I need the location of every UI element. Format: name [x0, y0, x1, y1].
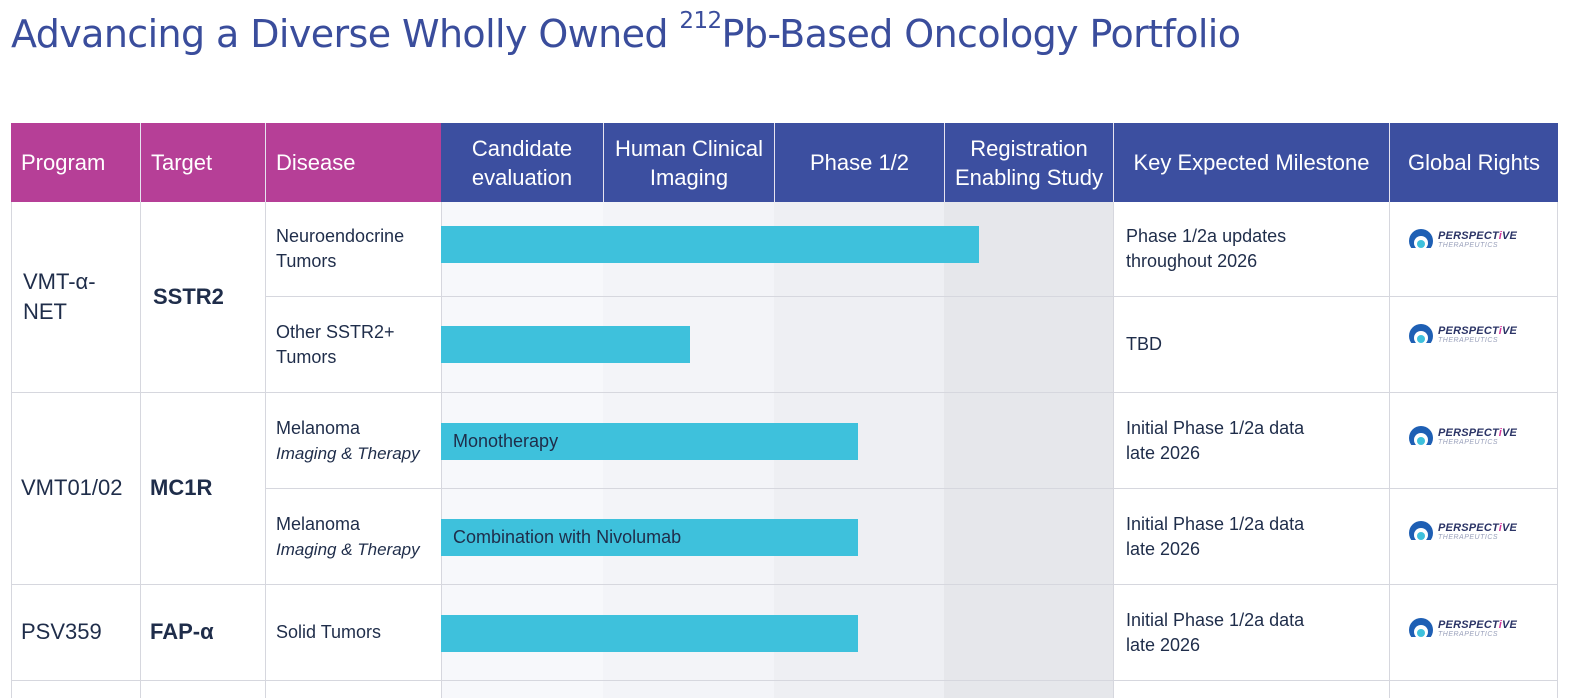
perspective-logo: PERSPECTiVE THERAPEUTICS: [1407, 520, 1517, 546]
milestone-cell: Phase 1/2a updates throughout 2026: [1126, 226, 1287, 271]
header-registration: Registration Enabling Study: [944, 123, 1113, 202]
program-vmt-alpha-net: VMT-α- NET: [23, 269, 96, 324]
grid-hline: [265, 296, 1558, 297]
target-fap-alpha: FAP-α: [150, 619, 214, 644]
target-mc1r: MC1R: [150, 475, 213, 500]
progress-bar: Monotherapy: [441, 423, 858, 460]
disease-cell: Melanoma Imaging & Therapy: [276, 513, 420, 559]
progress-bar: [441, 615, 858, 652]
target-sstr2: SSTR2: [153, 284, 224, 309]
grid-hline: [265, 488, 1558, 489]
grid-vline: [11, 202, 12, 698]
grid-vline: [265, 202, 266, 698]
grid-vline: [1113, 202, 1114, 698]
grid-vline: [1389, 202, 1390, 698]
perspective-mark-icon: [1407, 426, 1435, 451]
disease-cell: Solid Tumors: [276, 622, 382, 642]
perspective-mark-icon: [1407, 521, 1435, 546]
milestone-cell: Initial Phase 1/2a data late 2026: [1126, 417, 1305, 463]
header-imaging: Human Clinical Imaging: [603, 123, 774, 202]
header-target: Target: [140, 123, 265, 202]
pipeline-table: Program Target Disease Candidate evaluati…: [11, 123, 1581, 698]
title-main: Advancing a Diverse Wholly Owned: [11, 12, 680, 56]
header-program: Program: [11, 123, 140, 202]
header-rights: Global Rights: [1389, 123, 1558, 202]
perspective-logo: PERSPECTiVE THERAPEUTICS: [1407, 617, 1517, 643]
header-disease: Disease: [265, 123, 441, 202]
grid-hline: [11, 392, 1558, 393]
perspective-logo: PERSPECTiVE THERAPEUTICS: [1407, 228, 1517, 254]
progress-bar: [441, 226, 979, 263]
perspective-mark-icon: [1407, 324, 1435, 349]
title-rest: Pb-Based Oncology Portfolio: [721, 12, 1241, 56]
milestone-cell: Initial Phase 1/2a data late 2026: [1126, 513, 1305, 559]
disease-cell: Other SSTR2+ Tumors: [276, 321, 395, 367]
header-phase: Phase 1/2: [774, 123, 944, 202]
perspective-logo: PERSPECTiVE THERAPEUTICS: [1407, 425, 1517, 451]
header-milestone: Key Expected Milestone: [1113, 123, 1389, 202]
perspective-mark-icon: [1407, 229, 1435, 254]
grid-vline: [140, 202, 141, 698]
program-psv359: PSV359: [21, 619, 102, 644]
grid-hline: [11, 584, 1558, 585]
bar-label-combination: Combination with Nivolumab: [453, 527, 682, 547]
milestone-cell: TBD: [1126, 334, 1162, 354]
perspective-mark-icon: [1407, 618, 1435, 643]
disease-cell: Melanoma Imaging & Therapy: [276, 417, 420, 463]
program-vmt01-02: VMT01/02: [21, 475, 123, 500]
progress-bar: [441, 326, 690, 363]
page-title: Advancing a Diverse Wholly Owned 212Pb-B…: [11, 8, 1241, 56]
bar-label-monotherapy: Monotherapy: [453, 431, 559, 451]
milestone-cell: Initial Phase 1/2a data late 2026: [1126, 609, 1305, 655]
grid-hline: [11, 680, 1558, 681]
disease-cell: Neuroendocrine Tumors: [276, 226, 405, 271]
progress-bar: Combination with Nivolumab: [441, 519, 858, 556]
grid-vline: [1557, 202, 1558, 698]
perspective-logo: PERSPECTiVE THERAPEUTICS: [1407, 323, 1517, 349]
col-bg-registration: [944, 202, 1113, 698]
header-candidate: Candidate evaluation: [441, 123, 603, 202]
title-superscript: 212: [679, 8, 722, 34]
